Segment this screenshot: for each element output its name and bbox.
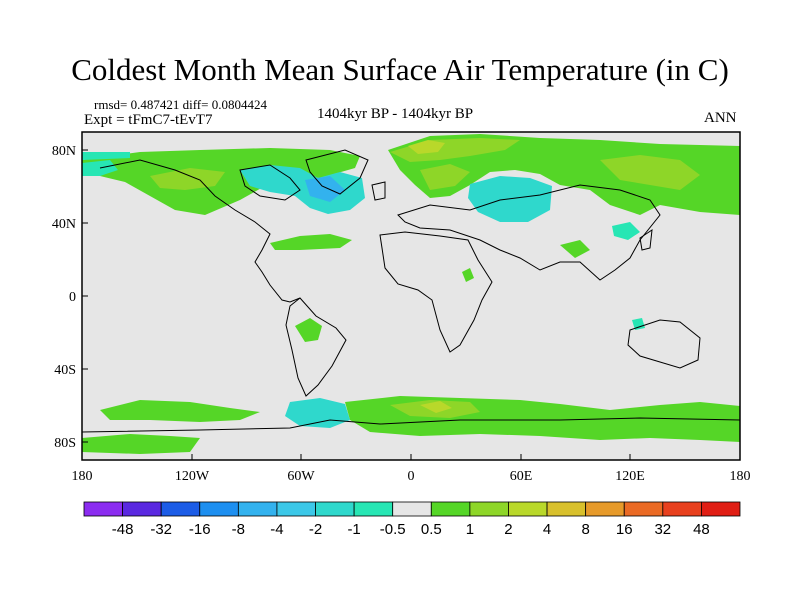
- colorbar-swatch: [353, 501, 394, 517]
- lat-label-80s: 80S: [54, 436, 76, 451]
- colorbar-label: -0.5: [380, 521, 406, 538]
- colorbar-labels: -48 -32 -16 -8 -4 -2 -1 -0.5 0.5 1 2 4 8 16 32 48: [112, 521, 710, 538]
- period-label: 1404kyr BP - 1404kyr BP: [317, 106, 474, 122]
- coast-hudson-bay: [239, 164, 301, 201]
- patch-maritime: [632, 318, 645, 330]
- coast-eurasia: [397, 184, 661, 281]
- colorbar-label: 32: [654, 521, 671, 538]
- colorbar-swatch: [83, 501, 123, 517]
- patch-scandinavia: [420, 164, 470, 190]
- colorbar-swatch: [237, 501, 278, 517]
- colorbar-label: -8: [232, 521, 245, 538]
- patch-north-america: [82, 148, 360, 215]
- season-label: ANN: [704, 110, 737, 126]
- colorbar-label: -2: [309, 521, 322, 538]
- lat-label-80n: 80N: [52, 144, 76, 159]
- lon-label-0: 0: [408, 469, 415, 484]
- colorbar-swatch: [160, 501, 201, 517]
- patch-east-asia: [560, 240, 590, 258]
- map-title: Coldest Month Mean Surface Air Temperatu…: [71, 52, 729, 87]
- colorbar-swatch: [623, 501, 664, 517]
- colorbar-swatch: [122, 501, 162, 517]
- coastlines: [82, 149, 740, 433]
- lat-label-0: 0: [69, 290, 76, 305]
- lon-label-180e: 180: [730, 469, 751, 484]
- colorbar-swatch: [508, 501, 548, 517]
- patch-korea: [612, 222, 640, 240]
- coast-antarctica: [82, 417, 740, 433]
- lat-label-40s: 40S: [54, 363, 76, 378]
- patch-labrador-cooling: [240, 165, 365, 214]
- patch-south-pacific: [100, 400, 260, 422]
- coast-greenland: [305, 149, 369, 195]
- patch-africa: [462, 268, 474, 282]
- colorbar-swatch: [199, 501, 239, 517]
- colorbar-swatch: [469, 501, 509, 517]
- coast-north-america: [99, 159, 301, 303]
- colorbar-swatch: [430, 501, 471, 517]
- coast-africa: [379, 231, 493, 353]
- colorbar-label: 4: [543, 521, 551, 538]
- patch-greenland-cooling: [305, 176, 345, 202]
- lon-label-180w: 180: [72, 469, 93, 484]
- lat-label-40n: 40N: [52, 217, 76, 232]
- coast-south-america: [285, 297, 347, 397]
- patch-weddell: [420, 401, 452, 413]
- colorbar: [83, 501, 741, 517]
- lon-label-120w: 120W: [175, 469, 210, 484]
- patch-antarctic-west: [82, 434, 200, 454]
- colorbar-swatch: [276, 501, 316, 517]
- colorbar-swatch: [662, 501, 702, 517]
- patch-south-america: [295, 318, 322, 342]
- colorbar-swatch: [585, 501, 625, 517]
- patch-north-atlantic: [270, 234, 352, 250]
- colorbar-swatch: [392, 501, 432, 517]
- colorbar-label: -32: [150, 521, 172, 538]
- colorbar-label: -1: [347, 521, 360, 538]
- patch-barents: [408, 140, 445, 154]
- patch-canada: [150, 168, 225, 190]
- coast-british-isles: [371, 181, 386, 201]
- colorbar-label: 0.5: [421, 521, 442, 538]
- colorbar-label: 48: [693, 521, 710, 538]
- colorbar-label: -48: [112, 521, 134, 538]
- colorbar-label: 8: [581, 521, 589, 538]
- lon-label-120e: 120E: [615, 469, 645, 484]
- experiment-label: Expt = tFmC7-tEvT7: [84, 112, 213, 128]
- lon-label-60w: 60W: [287, 469, 315, 484]
- colorbar-label: -4: [270, 521, 283, 538]
- colorbar-swatch: [701, 501, 741, 517]
- patch-siberia: [600, 155, 700, 190]
- colorbar-label: 1: [466, 521, 474, 538]
- coast-japan: [639, 228, 653, 251]
- axis-ticks: [81, 149, 741, 460]
- colorbar-label: 2: [504, 521, 512, 538]
- colorbar-label: 16: [616, 521, 633, 538]
- colorbar-label: -16: [189, 521, 211, 538]
- lon-label-60e: 60E: [510, 469, 533, 484]
- coast-australia: [627, 319, 701, 369]
- colorbar-swatch: [546, 501, 587, 517]
- rmsd-diff-label: rmsd= 0.487421 diff= 0.0804424: [94, 97, 267, 112]
- colorbar-swatch: [315, 501, 355, 517]
- patch-bering: [82, 152, 130, 160]
